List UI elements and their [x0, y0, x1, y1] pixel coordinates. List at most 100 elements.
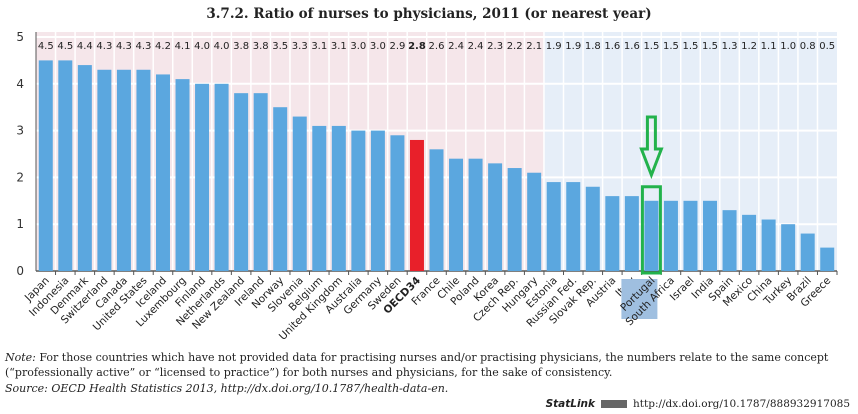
- y-tick-label: 3: [16, 124, 24, 138]
- data-label: 3.8: [253, 41, 269, 52]
- data-label: 3.0: [370, 41, 386, 52]
- data-label: 3.0: [350, 41, 366, 52]
- source-label: Source:: [5, 382, 48, 395]
- data-label: 3.3: [292, 41, 308, 52]
- data-label: 1.5: [663, 41, 679, 52]
- data-label: 1.9: [546, 41, 562, 52]
- bar: [409, 139, 424, 271]
- statlink: StatLink http://dx.doi.org/10.1787/888932…: [546, 398, 850, 410]
- bar: [605, 196, 620, 271]
- down-arrow-icon: [639, 115, 664, 180]
- bar: [58, 60, 73, 272]
- bar: [820, 247, 835, 271]
- note-text: For those countries which have not provi…: [5, 351, 829, 379]
- bar: [800, 233, 815, 271]
- bar: [468, 158, 483, 271]
- bar: [331, 125, 346, 271]
- data-label: 1.6: [604, 41, 620, 52]
- data-label: 1.5: [702, 41, 718, 52]
- data-label: 4.3: [96, 41, 112, 52]
- data-label: 0.8: [800, 41, 816, 52]
- data-label: 1.8: [585, 41, 601, 52]
- bar: [97, 69, 112, 271]
- data-label: 1.5: [683, 41, 699, 52]
- note: Note: For those countries which have not…: [5, 350, 858, 380]
- bar: [742, 214, 757, 271]
- bar: [116, 69, 131, 271]
- bar: [155, 74, 170, 271]
- bar: [527, 172, 542, 271]
- bar: [546, 182, 561, 271]
- bar: [722, 210, 737, 271]
- bar: [253, 93, 268, 271]
- bg-column: [778, 32, 798, 271]
- chart-title: 3.7.2. Ratio of nurses to physicians, 20…: [206, 6, 652, 22]
- bar: [234, 93, 249, 271]
- statlink-url[interactable]: http://dx.doi.org/10.1787/888932917085: [633, 398, 850, 410]
- data-label: 4.0: [194, 41, 210, 52]
- data-label: 1.3: [722, 41, 738, 52]
- data-label: 2.3: [487, 41, 503, 52]
- y-tick-label: 5: [16, 30, 24, 44]
- data-label: 3.8: [233, 41, 249, 52]
- bar: [761, 219, 776, 271]
- bar: [390, 135, 405, 271]
- bg-column: [817, 32, 837, 271]
- bar: [77, 65, 92, 271]
- data-label: 4.0: [214, 41, 230, 52]
- data-label: 4.1: [175, 41, 191, 52]
- bar: [663, 200, 678, 271]
- bar: [429, 149, 444, 271]
- statlink-logo-icon: [601, 400, 628, 408]
- bar: [566, 182, 581, 271]
- bar: [370, 130, 385, 271]
- data-label: 4.2: [155, 41, 171, 52]
- bar: [351, 130, 366, 271]
- y-tick-label: 2: [16, 170, 24, 184]
- data-label: 1.2: [741, 41, 757, 52]
- source: Source: OECD Health Statistics 2013, htt…: [5, 381, 448, 396]
- data-label: 2.4: [448, 41, 464, 52]
- data-label: 1.6: [624, 41, 640, 52]
- data-label: 0.5: [819, 41, 835, 52]
- data-label: 4.4: [77, 41, 93, 52]
- bar: [449, 158, 464, 271]
- data-label: 2.1: [526, 41, 542, 52]
- data-label: 2.4: [468, 41, 484, 52]
- data-label: 4.3: [116, 41, 132, 52]
- bg-column: [797, 32, 818, 271]
- annotation-box: [640, 185, 662, 275]
- bar: [624, 196, 639, 271]
- bg-column: [739, 32, 759, 271]
- bar: [195, 83, 210, 271]
- bar: [781, 224, 796, 271]
- bar: [507, 168, 522, 271]
- data-label: 2.9: [389, 41, 405, 52]
- bg-column: [758, 32, 779, 271]
- bar: [488, 163, 503, 271]
- bar: [136, 69, 151, 271]
- data-label: 2.2: [507, 41, 523, 52]
- data-label: 3.1: [331, 41, 347, 52]
- bar: [273, 107, 288, 271]
- bar-chart: 0123454.5Japan4.5Indonesia4.4Denmark4.3S…: [16, 30, 838, 343]
- y-tick-label: 0: [16, 264, 24, 278]
- y-tick-label: 1: [16, 217, 24, 231]
- data-label: 2.6: [429, 41, 445, 52]
- data-label: 4.5: [38, 41, 54, 52]
- data-label: 4.3: [135, 41, 151, 52]
- bar: [38, 60, 53, 272]
- data-label: 1.1: [761, 41, 777, 52]
- bar: [644, 200, 659, 271]
- statlink-label: StatLink: [545, 398, 596, 410]
- bar: [312, 125, 327, 271]
- note-label: Note:: [5, 351, 36, 364]
- y-tick-label: 4: [16, 77, 24, 91]
- data-label: 1.5: [643, 41, 659, 52]
- bar: [585, 186, 600, 271]
- data-label: 3.1: [311, 41, 327, 52]
- bar: [683, 200, 698, 271]
- data-label: 1.9: [565, 41, 581, 52]
- label-highlight: [621, 279, 658, 319]
- data-label: 4.5: [57, 41, 73, 52]
